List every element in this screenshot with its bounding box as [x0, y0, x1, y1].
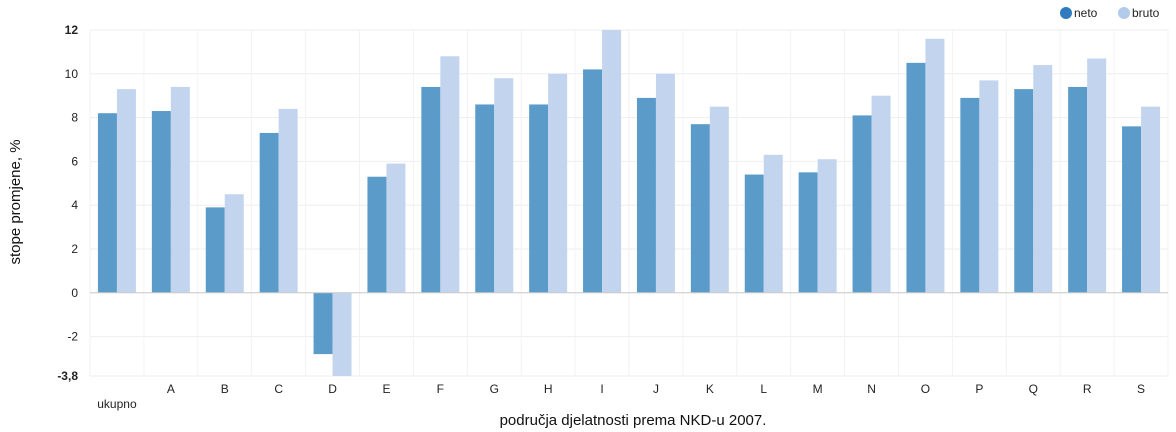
x-tick-label: Q	[1029, 382, 1038, 396]
bar-neto-O	[906, 62, 926, 293]
bar-bruto-S	[1141, 106, 1161, 293]
bar-bruto-P	[979, 80, 999, 293]
bar-neto-G	[475, 104, 495, 293]
y-axis-ticks: 12 10 8 6 4 2 0 -2 -3,8	[57, 23, 78, 383]
bar-neto-H	[529, 104, 549, 293]
x-tick-label: M	[813, 382, 823, 396]
x-tick-label: J	[653, 382, 659, 396]
x-tick-label: I	[600, 382, 603, 396]
bar-neto-I	[583, 69, 603, 293]
x-tick-label: F	[437, 382, 444, 396]
y-tick-label: -3,8	[57, 369, 78, 383]
bar-bruto-O	[925, 38, 945, 293]
bar-bruto-Q	[1033, 65, 1053, 293]
bar-bruto-D	[332, 292, 352, 376]
x-tick-label: L	[760, 382, 767, 396]
y-tick-label: 10	[65, 67, 79, 81]
bar-bruto-I	[602, 30, 622, 293]
y-tick-label: 2	[71, 242, 78, 256]
bar-neto-L	[744, 174, 764, 293]
bar-neto-D	[313, 292, 333, 355]
y-axis-title: stope promjene, %	[7, 139, 24, 264]
bar-neto-C	[259, 132, 279, 293]
x-axis-title: područja djelatnosti prema NKD-u 2007.	[500, 412, 767, 429]
x-tick-label: N	[867, 382, 876, 396]
bar-bruto-K	[709, 106, 729, 293]
legend-label: bruto	[1132, 6, 1160, 20]
bar-neto-N	[852, 115, 872, 293]
x-tick-label: R	[1083, 382, 1092, 396]
bar-bruto-J	[655, 73, 675, 293]
y-tick-label: 4	[71, 198, 78, 212]
grid-lines	[89, 29, 1169, 377]
bars-group	[97, 30, 1161, 376]
legend-label: neto	[1074, 6, 1098, 20]
legend-marker	[1118, 7, 1130, 19]
x-tick-label: B	[221, 382, 229, 396]
bar-bruto-H	[548, 73, 568, 293]
x-tick-label: O	[921, 382, 930, 396]
bar-neto-F	[421, 86, 441, 293]
bar-bruto-A	[170, 86, 190, 293]
bar-bruto-G	[494, 78, 514, 293]
bar-bruto-R	[1087, 58, 1107, 293]
bar-neto-E	[367, 176, 387, 293]
bar-neto-ukupno	[97, 113, 117, 293]
y-tick-label: -2	[67, 330, 78, 344]
bar-bruto-L	[763, 154, 783, 293]
bar-neto-R	[1068, 86, 1088, 293]
x-axis-ticks: ukupno A B C D E F G H I J K L M N O P Q R S	[97, 382, 1145, 411]
bar-neto-K	[690, 124, 710, 293]
bar-bruto-M	[817, 159, 837, 293]
bar-neto-Q	[1014, 89, 1034, 293]
bar-bruto-F	[440, 56, 460, 293]
legend: neto bruto	[1060, 6, 1160, 20]
bar-bruto-B	[224, 194, 244, 293]
bar-neto-S	[1122, 126, 1142, 293]
x-tick-label: K	[706, 382, 714, 396]
y-tick-label: 0	[71, 286, 78, 300]
bar-neto-A	[151, 111, 171, 293]
x-tick-label: C	[274, 382, 283, 396]
bar-bruto-ukupno	[116, 89, 136, 293]
bar-neto-B	[205, 207, 225, 293]
legend-item-neto[interactable]: neto	[1060, 6, 1098, 20]
x-tick-label: E	[382, 382, 390, 396]
x-tick-label: G	[490, 382, 499, 396]
bar-neto-P	[960, 97, 980, 293]
x-tick-label: A	[167, 382, 175, 396]
x-tick-label: ukupno	[97, 397, 137, 411]
y-tick-label: 12	[65, 23, 79, 37]
bar-neto-J	[636, 97, 656, 293]
y-tick-label: 8	[71, 111, 78, 125]
bar-bruto-N	[871, 95, 891, 293]
y-tick-label: 6	[71, 154, 78, 168]
bar-neto-M	[798, 172, 818, 293]
x-tick-label: P	[975, 382, 983, 396]
legend-item-bruto[interactable]: bruto	[1118, 6, 1160, 20]
x-tick-label: H	[544, 382, 553, 396]
legend-marker	[1060, 7, 1072, 19]
bar-bruto-E	[386, 163, 406, 293]
x-tick-label: D	[328, 382, 337, 396]
x-tick-label: S	[1137, 382, 1145, 396]
bar-bruto-C	[278, 108, 298, 293]
